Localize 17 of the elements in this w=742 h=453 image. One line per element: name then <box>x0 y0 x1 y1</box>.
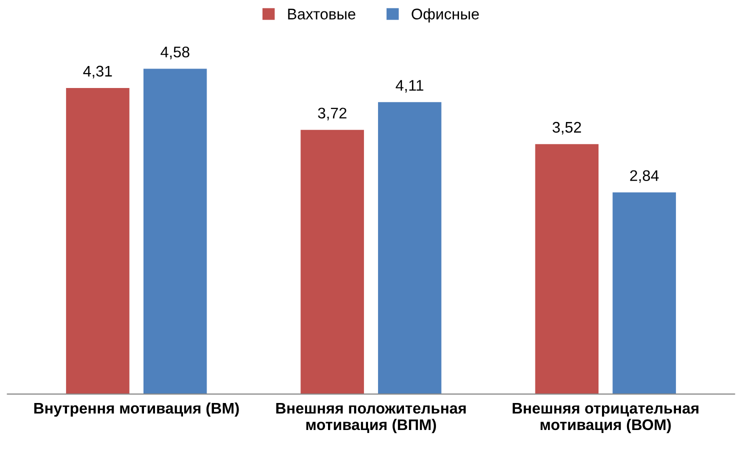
data-label: 4,31 <box>83 66 112 78</box>
bar <box>612 192 676 394</box>
data-label: 4,11 <box>396 80 424 93</box>
data-label: 3,72 <box>318 108 346 120</box>
legend-label: Офисные <box>412 8 479 22</box>
bar <box>66 88 130 394</box>
data-label: 3,52 <box>552 122 581 135</box>
data-label: 2,84 <box>630 170 659 183</box>
x-tick-label: Внешняя отрицательная мотивация (ВОМ) <box>512 403 698 434</box>
legend-label: Вахтовые <box>288 8 356 20</box>
data-label: 4,58 <box>160 46 190 60</box>
x-tick-label: Внутрення мотивация (ВМ) <box>34 402 239 417</box>
bar <box>300 130 364 394</box>
bar <box>535 144 599 394</box>
x-tick-label: Внешняя положительная мотивация (ВПМ) <box>276 403 466 434</box>
bar <box>378 102 442 394</box>
bar <box>143 68 207 394</box>
